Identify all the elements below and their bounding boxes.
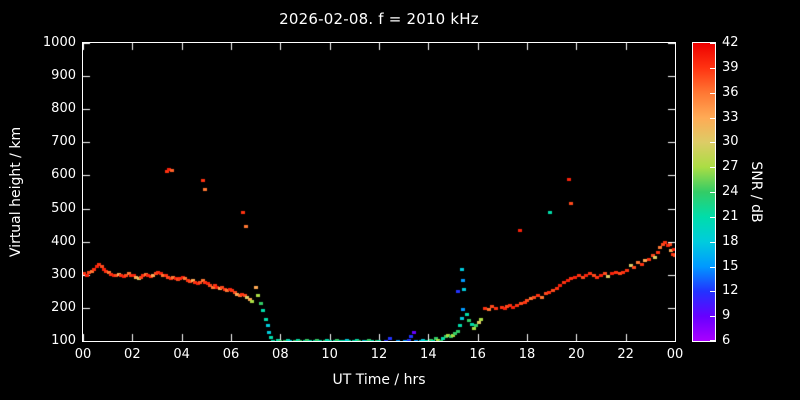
y-tick-label: 400 xyxy=(51,233,76,249)
y-tick-label: 300 xyxy=(51,266,76,282)
colorbar-tick-mark xyxy=(710,68,715,69)
colorbar-tick-mark xyxy=(710,118,715,119)
y-tick-label: 100 xyxy=(51,333,76,348)
y-tick-label: 200 xyxy=(51,299,76,315)
colorbar-tick-label: 24 xyxy=(722,184,739,199)
chart-title: 2026-02-08. f = 2010 kHz xyxy=(279,10,479,28)
colorbar-tick-mark xyxy=(710,43,715,44)
x-tick-label: 10 xyxy=(321,347,338,362)
x-tick-label: 12 xyxy=(370,347,388,362)
y-tick-label: 800 xyxy=(51,101,76,117)
x-tick-label: 22 xyxy=(617,347,634,362)
colorbar-tick-label: 12 xyxy=(722,283,739,299)
colorbar-tick-label: 30 xyxy=(722,134,739,150)
colorbar-tick-label: 6 xyxy=(722,333,731,348)
y-axis-label: Virtual height / km xyxy=(8,126,24,258)
x-tick-label: 00 xyxy=(666,347,684,362)
colorbar-tick-mark xyxy=(710,217,715,218)
colorbar-tick-label: 15 xyxy=(722,258,739,274)
x-tick-label: 06 xyxy=(222,347,240,362)
colorbar-tick-label: 36 xyxy=(722,84,739,100)
x-axis-label: UT Time / hrs xyxy=(332,372,426,388)
colorbar-tick-mark xyxy=(710,291,715,292)
colorbar-tick-label: 39 xyxy=(722,59,739,75)
x-tick-label: 20 xyxy=(568,347,585,362)
x-tick-label: 08 xyxy=(272,347,289,362)
colorbar-tick-mark xyxy=(710,167,715,168)
x-tick-label: 02 xyxy=(124,347,141,362)
y-tick-label: 600 xyxy=(51,167,76,183)
x-tick-label: 04 xyxy=(173,347,190,362)
colorbar-tick-label: 42 xyxy=(722,35,739,50)
colorbar-tick-label: 21 xyxy=(722,208,739,224)
y-tick-label: 1000 xyxy=(42,35,76,50)
colorbar-tick-label: 9 xyxy=(722,308,731,324)
colorbar-tick-label: 18 xyxy=(722,233,739,249)
colorbar-tick-mark xyxy=(710,142,715,143)
colorbar-tick-mark xyxy=(710,267,715,268)
colorbar-tick-mark xyxy=(710,340,715,341)
colorbar-tick-label: 27 xyxy=(722,159,739,175)
colorbar-label: SNR / dB xyxy=(748,161,764,223)
plot-area xyxy=(82,42,676,342)
x-tick-label: 00 xyxy=(74,347,92,362)
colorbar-tick-mark xyxy=(710,242,715,243)
y-tick-label: 500 xyxy=(51,200,76,216)
y-tick-label: 700 xyxy=(51,134,76,150)
colorbar-tick-mark xyxy=(710,93,715,94)
colorbar-tick-mark xyxy=(710,192,715,193)
x-tick-label: 16 xyxy=(469,347,486,362)
colorbar-tick-mark xyxy=(710,316,715,317)
y-tick-label: 900 xyxy=(51,68,76,84)
x-tick-label: 14 xyxy=(420,347,437,362)
x-tick-label: 18 xyxy=(518,347,536,362)
colorbar-tick-label: 33 xyxy=(722,109,739,125)
scatter-canvas xyxy=(83,43,675,341)
